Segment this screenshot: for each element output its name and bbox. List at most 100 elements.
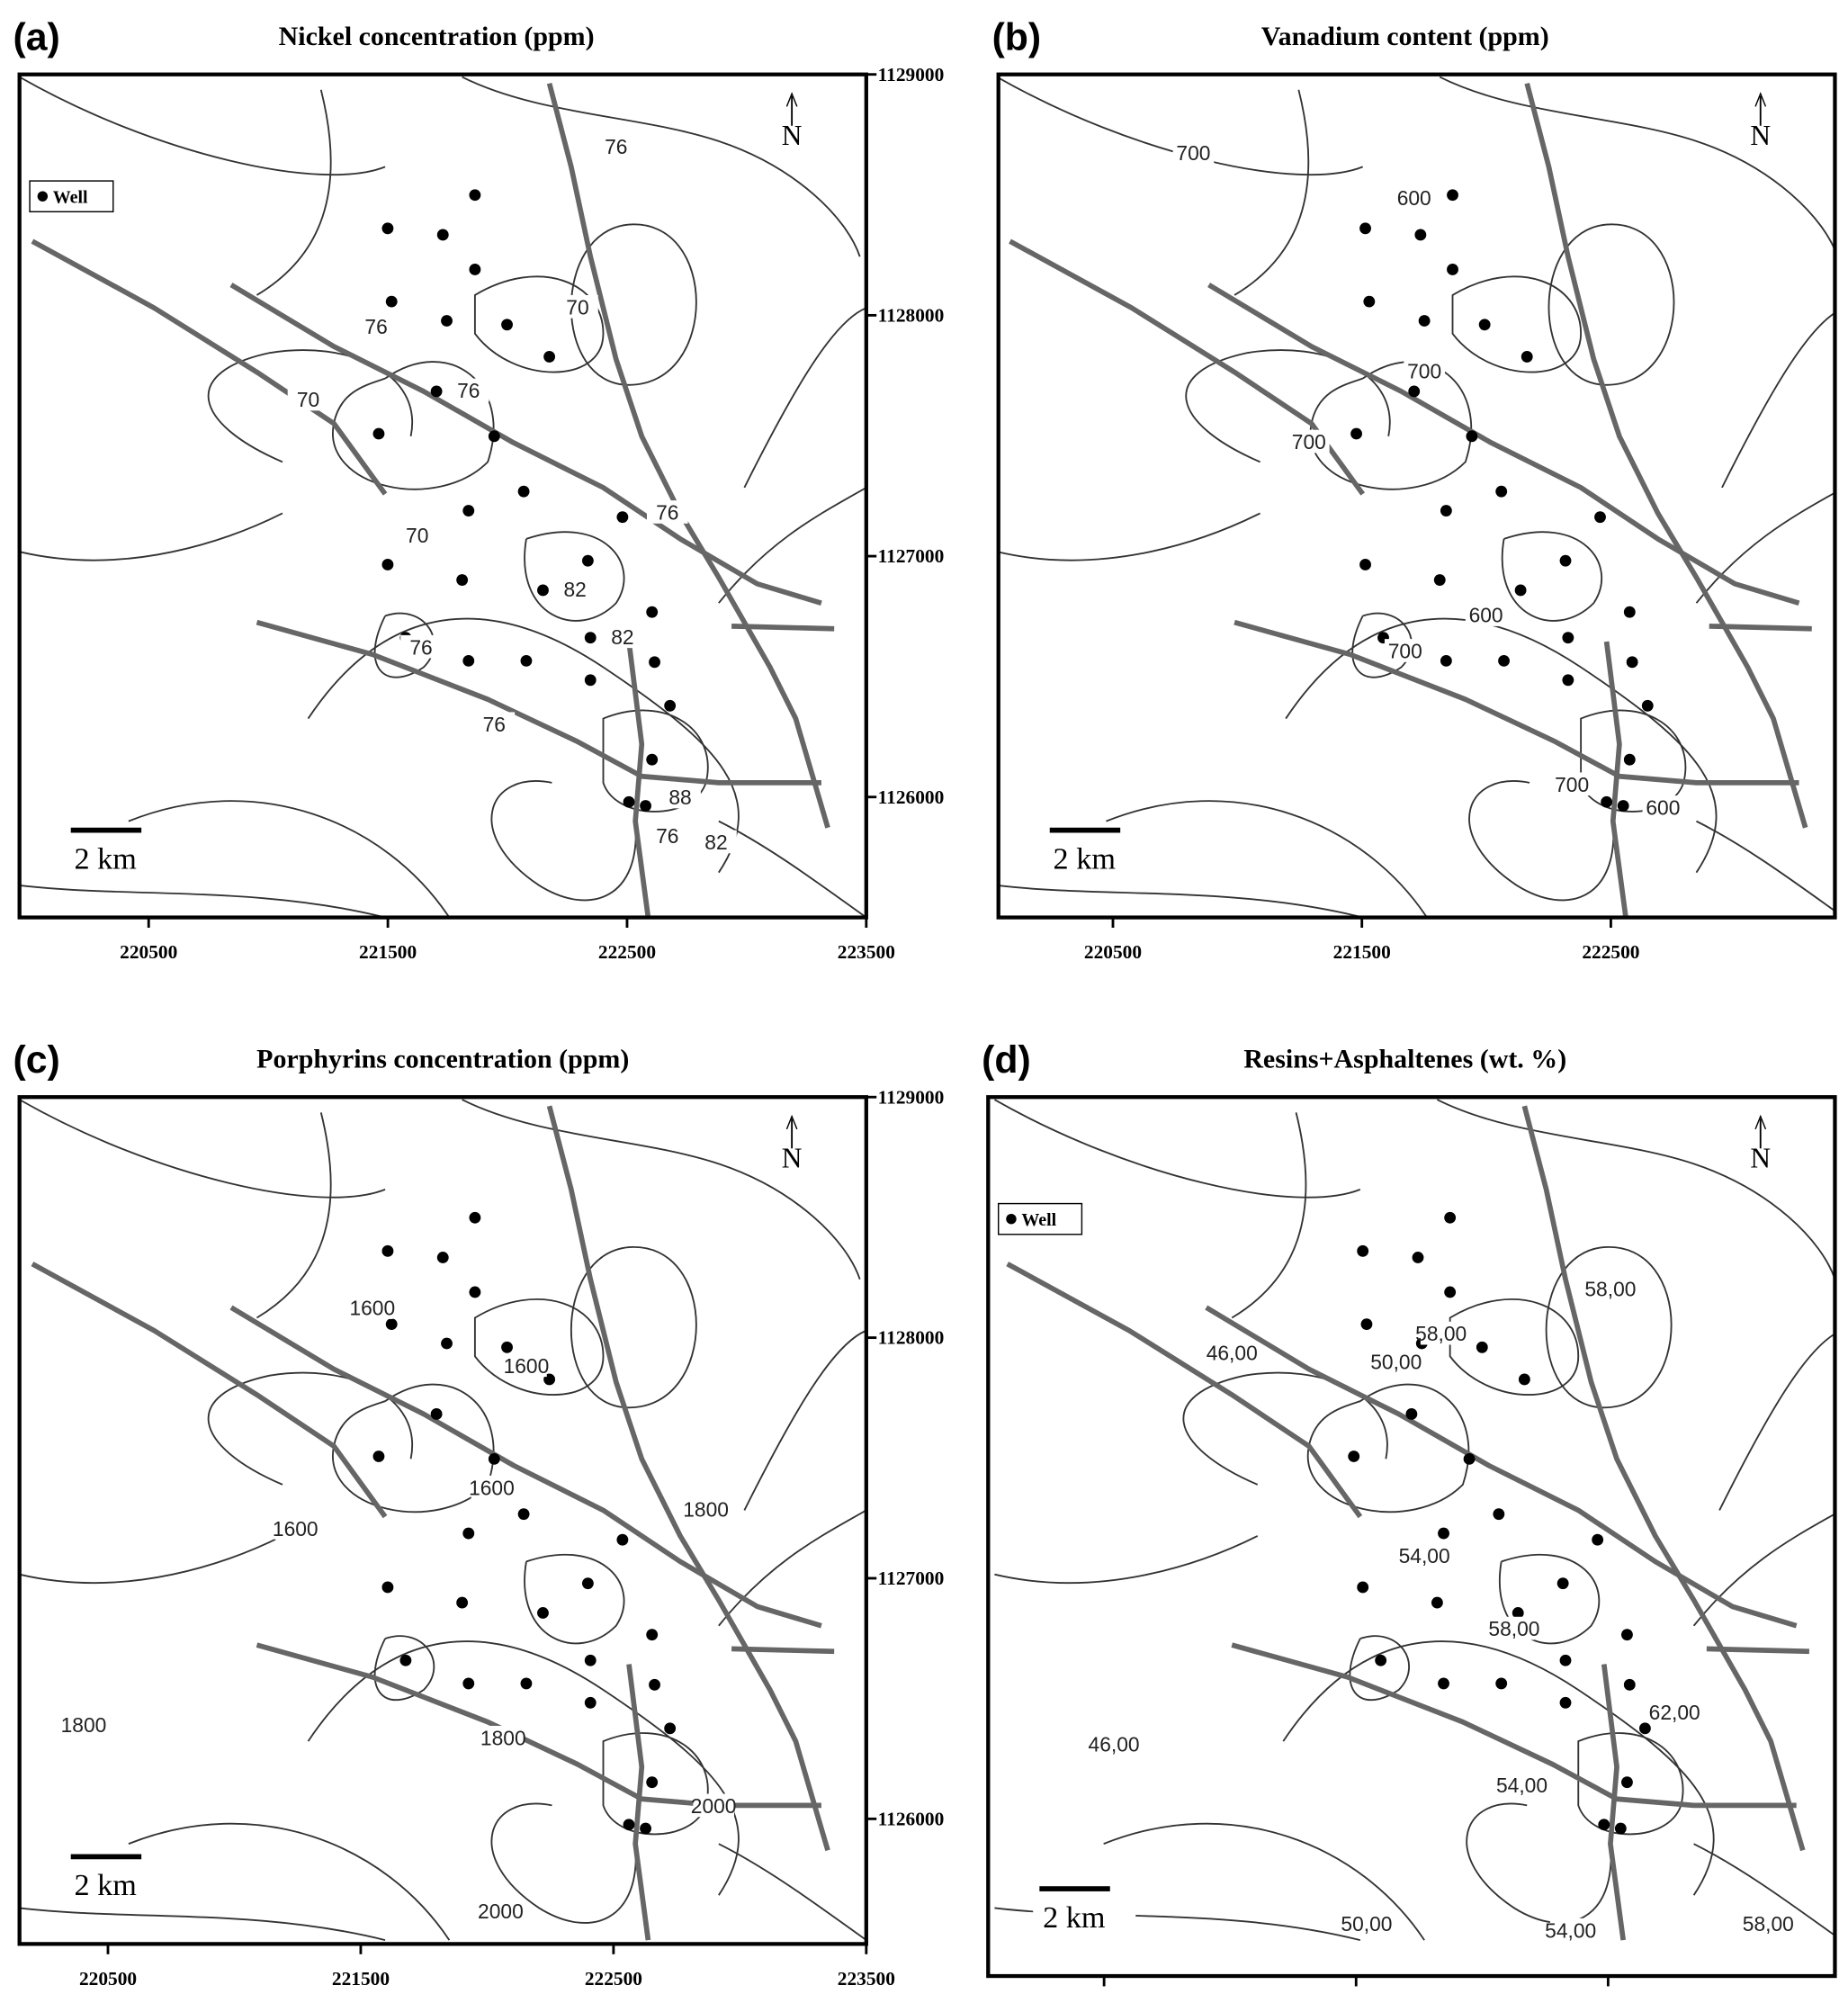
contour-label-bg — [695, 830, 737, 854]
contour-label-bg — [355, 314, 397, 338]
well — [1359, 559, 1371, 570]
north-label: N — [1750, 1143, 1771, 1174]
contour-label-bg — [1172, 140, 1215, 165]
scale-bg — [64, 1864, 167, 1903]
well — [1478, 319, 1491, 331]
well — [1623, 753, 1636, 766]
well — [664, 1722, 677, 1735]
contour-line — [1547, 223, 1675, 386]
contour-label-bg — [287, 387, 329, 411]
contour-label: 46,00 — [1207, 1342, 1258, 1365]
contour-label: 70 — [297, 388, 319, 411]
contour-line — [1466, 1802, 1612, 1924]
contour-line — [207, 349, 414, 463]
contour-line — [462, 76, 861, 257]
y-tick-label: 1126000 — [878, 1808, 945, 1829]
fault — [1207, 283, 1800, 606]
well — [517, 1508, 530, 1521]
panel-label: (c) — [13, 1038, 60, 1082]
contour-line — [718, 487, 866, 604]
y-tick-label: 1126000 — [878, 786, 945, 808]
contour-line — [473, 275, 605, 373]
well — [1350, 427, 1362, 440]
contour-label-bg — [1346, 1911, 1387, 1936]
well — [469, 1286, 481, 1298]
well — [520, 654, 533, 667]
y-tick-label: 1128000 — [878, 1327, 945, 1349]
well — [537, 584, 549, 597]
panel-label: (d) — [982, 1038, 1031, 1082]
well — [1592, 1533, 1604, 1546]
north-arrow-head — [785, 1114, 798, 1130]
fault — [256, 1642, 821, 1809]
contour-line — [1106, 800, 1428, 918]
contour-label: 1600 — [349, 1297, 395, 1320]
contour-label: 58,00 — [1584, 1277, 1636, 1300]
well — [441, 315, 453, 327]
contour-label-bg — [63, 1712, 104, 1737]
well — [1556, 1577, 1569, 1590]
contour-label: 76 — [605, 135, 627, 158]
well — [469, 1211, 481, 1224]
contour-line — [1545, 1246, 1673, 1409]
contour-line — [256, 1112, 332, 1319]
contour-label-bg — [396, 523, 438, 547]
contour-label: 700 — [1407, 360, 1441, 383]
well — [584, 632, 597, 644]
well — [1363, 295, 1376, 308]
well — [1375, 1654, 1387, 1666]
contour-label-bg — [1465, 603, 1507, 626]
well — [1598, 1819, 1610, 1831]
well — [616, 511, 629, 524]
contour-label: 700 — [1388, 640, 1422, 663]
well — [469, 189, 481, 202]
contour-label-bg — [1590, 1276, 1631, 1300]
fault — [31, 238, 388, 496]
contour-label: 58,00 — [1415, 1322, 1467, 1345]
well — [469, 264, 481, 275]
well — [1476, 1341, 1488, 1353]
contour-label: 82 — [704, 831, 727, 854]
well — [385, 1318, 398, 1331]
well — [616, 1533, 629, 1546]
map-frame — [17, 1095, 868, 1946]
map-body — [19, 1099, 866, 1942]
contour-line — [1692, 1513, 1835, 1627]
north-label: N — [782, 120, 803, 151]
contour-label-bg — [1549, 1918, 1592, 1942]
contour-line — [1439, 76, 1835, 253]
scale-label: 2 km — [75, 842, 138, 876]
panel: (b) Vanadium content (ppm) 700 600 700 700 600… — [992, 16, 1837, 963]
well — [1438, 1677, 1449, 1690]
fault — [1006, 1262, 1363, 1519]
north-label: N — [1750, 120, 1771, 151]
well — [1495, 1677, 1508, 1690]
contour-label: 76 — [656, 501, 678, 525]
contour-label-bg — [646, 823, 688, 848]
well — [1594, 511, 1606, 524]
map-frame — [986, 1095, 1837, 1979]
well — [623, 795, 635, 808]
contour-label-bg — [274, 1516, 317, 1540]
fault — [731, 1646, 835, 1655]
contour-label: 1600 — [469, 1476, 515, 1499]
contour-label-bg — [1654, 1700, 1696, 1724]
scale-bg — [1033, 1896, 1136, 1936]
well — [1621, 1776, 1633, 1789]
contour-label-bg — [1375, 1350, 1417, 1373]
well — [456, 574, 469, 586]
contour-label-bg — [1551, 772, 1592, 796]
well — [436, 1252, 449, 1263]
well — [1447, 189, 1458, 202]
panel: (a) Nickel concentration (ppm) 76 76 70 70 76 7… — [13, 16, 945, 964]
map-body — [998, 76, 1835, 918]
well — [1621, 1629, 1633, 1641]
contour-line — [473, 1298, 605, 1396]
contour-line — [207, 1371, 414, 1486]
contour-label: 700 — [1176, 141, 1210, 165]
well — [1638, 1722, 1651, 1735]
contour-line — [490, 1802, 637, 1924]
contour-label: 58,00 — [1488, 1617, 1539, 1640]
well — [1418, 315, 1431, 327]
contour-label: 88 — [668, 786, 691, 809]
